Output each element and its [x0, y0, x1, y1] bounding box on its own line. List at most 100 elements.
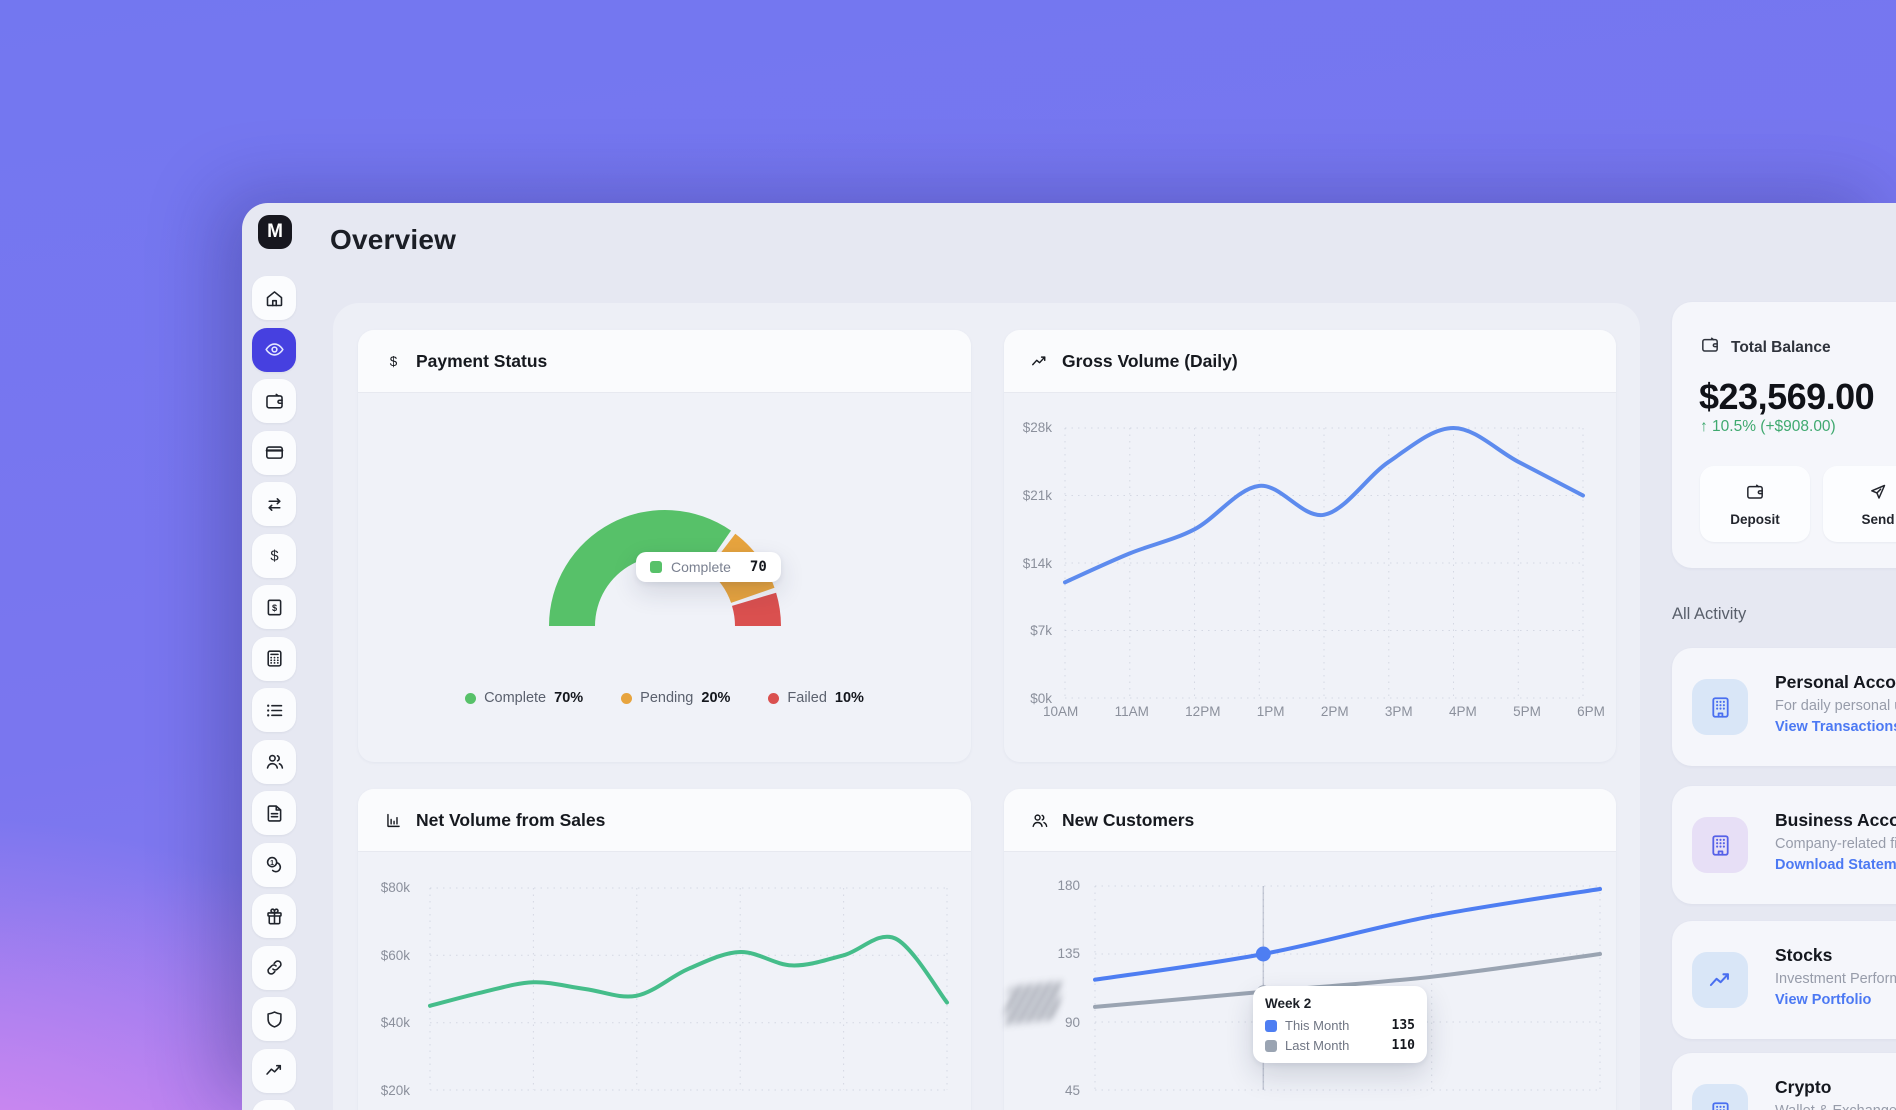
- axis-tick-label: $21k: [1022, 487, 1052, 503]
- total-balance-header: Total Balance: [1700, 335, 1831, 360]
- invoice-icon: $: [264, 597, 285, 618]
- axis-tick-label: 135: [1057, 946, 1080, 962]
- axis-tick-label: 10AM: [1043, 704, 1079, 719]
- users-icon: [1030, 811, 1049, 830]
- tooltip-value: 70: [749, 559, 767, 575]
- link-icon: [264, 957, 285, 978]
- net-volume-card: Net Volume from Sales $80k $60k $40k $20k: [358, 789, 971, 1110]
- axis-tick-label: 5PM: [1513, 704, 1541, 719]
- tooltip-row: Last Month 110: [1265, 1038, 1415, 1053]
- sidebar-item-users[interactable]: [252, 739, 296, 784]
- activity-card-personal-account[interactable]: Personal Account For daily personal use Vi…: [1672, 648, 1896, 766]
- tooltip-label: This Month: [1285, 1018, 1350, 1033]
- activity-title: Business Account: [1775, 810, 1896, 830]
- sidebar-item-invoice[interactable]: $: [252, 585, 296, 629]
- shield-icon: [264, 1009, 285, 1030]
- activity-card-stocks[interactable]: Stocks Investment Performance View Portfol…: [1672, 921, 1896, 1039]
- legend-dot: [768, 692, 780, 704]
- gauge-legend: Complete 70% Pending 20% Failed 10%: [358, 690, 971, 706]
- activity-link-stocks[interactable]: View Portfolio: [1775, 992, 1872, 1008]
- legend-value: 10%: [834, 690, 864, 706]
- legend-swatch: [1265, 1039, 1277, 1052]
- sidebar-item-list[interactable]: [252, 688, 296, 732]
- chart-tooltip: Week 2 This Month 135 Last Month 110: [1253, 986, 1427, 1063]
- axis-tick-label: 4PM: [1449, 704, 1477, 719]
- y-axis-labels: $28k $21k $14k $7k $0k: [1004, 420, 1052, 706]
- activity-text: Crypto Wallet & Exchange: [1775, 1077, 1896, 1110]
- axis-tick-label: $28k: [1022, 420, 1052, 435]
- sidebar-item-transfers[interactable]: [252, 482, 296, 526]
- x-axis-labels: 10AM 11AM 12PM 1PM 2PM 3PM 4PM 5PM 6PM: [1043, 704, 1605, 719]
- tooltip-value: 110: [1391, 1038, 1415, 1053]
- activity-subtitle: Company-related finances: [1775, 836, 1896, 852]
- card-title: New Customers: [1062, 809, 1195, 830]
- gauge-tooltip: Complete 70: [636, 552, 781, 582]
- sidebar-item-trending-up[interactable]: [252, 1048, 296, 1093]
- gift-icon: [264, 906, 285, 927]
- trending-up-icon: [1030, 352, 1049, 371]
- net-volume-line-chart: [428, 887, 949, 1091]
- sidebar-item-coins[interactable]: 1: [252, 842, 296, 887]
- send-icon: [1868, 482, 1888, 505]
- wallet-icon: [1700, 335, 1720, 360]
- axis-tick-label: 45: [1064, 1082, 1080, 1098]
- activity-link-business-account[interactable]: Download Statement: [1775, 857, 1896, 873]
- axis-tick-label: $14k: [1022, 555, 1052, 571]
- tooltip-label: Complete: [671, 559, 731, 575]
- svg-text:$: $: [270, 548, 279, 564]
- transfers-icon: [264, 494, 285, 515]
- bar-chart-icon: [384, 811, 403, 830]
- total-balance-label: Total Balance: [1731, 338, 1831, 356]
- axis-tick-label: $60k: [380, 947, 410, 963]
- sidebar-item-wallet[interactable]: [252, 379, 296, 423]
- all-activity-header: All Activity: [1672, 605, 1747, 623]
- axis-tick-label: 1PM: [1256, 704, 1285, 719]
- axis-tick-label: $20k: [380, 1082, 410, 1098]
- activity-text: Business Account Company-related finances…: [1775, 810, 1896, 873]
- dollar-icon: $: [264, 545, 285, 566]
- legend-swatch: [650, 561, 662, 573]
- page-title: Overview: [330, 224, 457, 255]
- tooltip-label: Last Month: [1285, 1038, 1350, 1053]
- send-button[interactable]: Send: [1823, 466, 1896, 542]
- app-window: M Overview $ $1 $ Payment Status Complete…: [242, 203, 1896, 1110]
- coins-icon: 1: [264, 854, 285, 875]
- tooltip-row: This Month 135: [1265, 1018, 1415, 1033]
- deposit-button[interactable]: Deposit: [1700, 466, 1810, 542]
- legend-value: 20%: [701, 690, 731, 706]
- gross-volume-card: Gross Volume (Daily) $28k $21k $14k $7k $0k …: [1004, 330, 1616, 762]
- axis-tick-label: $0k: [1030, 691, 1052, 706]
- activity-subtitle: For daily personal use: [1775, 698, 1896, 714]
- axis-tick-label: $80k: [380, 880, 410, 895]
- activity-card-business-account[interactable]: Business Account Company-related finances…: [1672, 786, 1896, 904]
- legend-label: Failed: [787, 690, 827, 706]
- card-title: Gross Volume (Daily): [1062, 350, 1238, 371]
- svg-text:$: $: [390, 353, 398, 368]
- card-title: Net Volume from Sales: [416, 809, 606, 830]
- sidebar-item-document[interactable]: [252, 791, 296, 835]
- axis-tick-label: 11AM: [1114, 704, 1149, 719]
- trending-up-icon: [1692, 952, 1748, 1008]
- legend-item-pending: Pending 20%: [621, 690, 730, 706]
- total-balance-delta: ↑ 10.5% (+$908.00): [1700, 418, 1836, 435]
- building-icon: [1692, 817, 1748, 873]
- y-axis-labels: 180 135 90 45: [1004, 878, 1080, 1098]
- total-balance-card: Total Balance $23,569.00 ↑ 10.5% (+$908.…: [1672, 302, 1896, 568]
- activity-text: Personal Account For daily personal use Vi…: [1775, 672, 1896, 735]
- sidebar-item-home[interactable]: [252, 276, 296, 320]
- axis-tick-label: $40k: [380, 1015, 410, 1031]
- legend-item-failed: Failed 10%: [768, 690, 864, 706]
- legend-item-complete: Complete 70%: [465, 690, 583, 706]
- sidebar-item-dollar[interactable]: $: [252, 533, 296, 578]
- activity-link-personal-account[interactable]: View Transactions: [1775, 719, 1896, 735]
- y-axis-labels: $80k $60k $40k $20k: [358, 880, 410, 1098]
- sidebar-item-shield[interactable]: [252, 997, 296, 1041]
- sidebar-item-gift[interactable]: [252, 894, 296, 938]
- sidebar-item-calculator[interactable]: [252, 636, 296, 681]
- activity-card-crypto[interactable]: Crypto Wallet & Exchange: [1672, 1053, 1896, 1110]
- sidebar-item-link[interactable]: [252, 945, 296, 990]
- dashboard-grid: $ Payment Status Complete 70 Complete 70%…: [333, 303, 1640, 1110]
- sidebar-item-credit-card[interactable]: [252, 430, 296, 475]
- sidebar-item-eye[interactable]: [252, 327, 296, 372]
- sidebar-item-vault[interactable]: [252, 1100, 296, 1110]
